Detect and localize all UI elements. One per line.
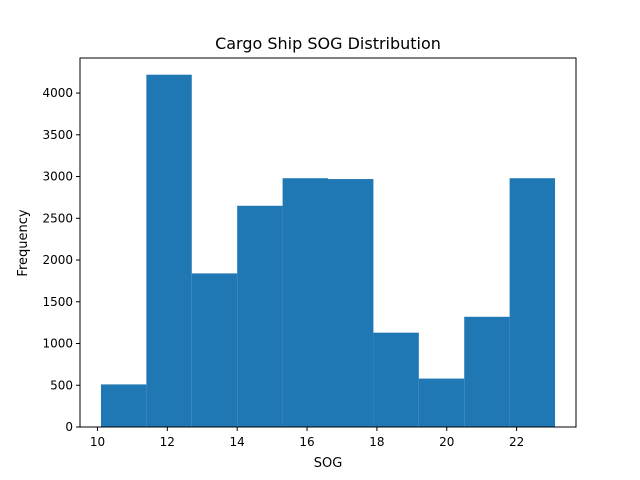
- plot-frame: [79, 57, 577, 428]
- x-tick-label: 18: [369, 435, 384, 449]
- histogram-bar-7: [373, 332, 419, 427]
- histogram-bar-1: [100, 384, 147, 427]
- y-tick-label: 2000: [42, 253, 73, 267]
- histogram-bar-6: [328, 179, 374, 427]
- y-tick-label: 3000: [42, 170, 73, 184]
- y-axis-ticks: 0 500 1000 1500 2000 2500 3000 3500 4000: [42, 86, 80, 434]
- histogram-bar-4: [237, 205, 283, 427]
- x-tick-label: 20: [439, 435, 454, 449]
- y-tick-label: 2500: [42, 211, 73, 225]
- y-tick-label: 4000: [42, 86, 73, 100]
- x-tick-label: 14: [230, 435, 245, 449]
- x-axis-label: SOG: [314, 456, 343, 471]
- y-tick-label: 1500: [42, 295, 73, 309]
- chart-title: Cargo Ship SOG Distribution: [215, 34, 441, 53]
- y-tick-label: 500: [50, 378, 73, 392]
- y-tick-label: 0: [65, 420, 73, 434]
- x-tick-label: 12: [160, 435, 175, 449]
- x-tick-label: 22: [509, 435, 524, 449]
- bars-group: [100, 74, 556, 427]
- histogram-bar-10: [509, 178, 556, 427]
- histogram-bar-8: [418, 378, 465, 427]
- x-tick-label: 16: [299, 435, 314, 449]
- histogram-bar-5: [282, 178, 328, 427]
- y-tick-label: 3500: [42, 128, 73, 142]
- x-tick-label: 10: [90, 435, 105, 449]
- histogram-bar-3: [191, 273, 238, 427]
- histogram-bar-9: [464, 316, 510, 427]
- histogram-bar-2: [146, 74, 192, 427]
- x-axis-ticks: 10 12 14 16 18 20 22: [90, 427, 524, 449]
- y-axis-label: Frequency: [16, 209, 31, 276]
- y-tick-label: 1000: [42, 337, 73, 351]
